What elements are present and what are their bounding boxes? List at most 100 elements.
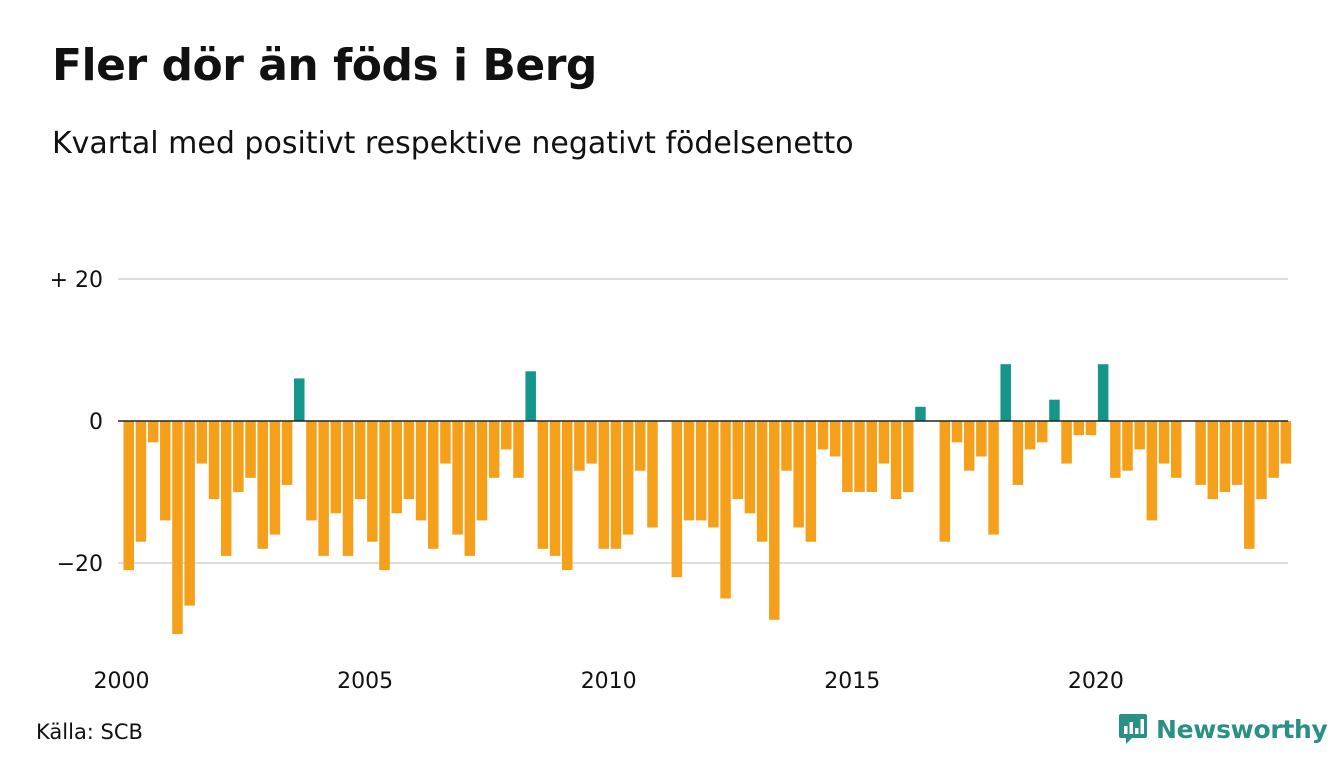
bar-negative xyxy=(440,421,451,464)
bar-negative xyxy=(135,421,147,542)
bar-negative xyxy=(622,421,634,535)
bar-negative xyxy=(318,421,329,556)
bar-negative xyxy=(951,421,963,443)
bar-negative xyxy=(1012,421,1024,485)
source-note: Källa: SCB xyxy=(36,720,143,744)
bar-negative xyxy=(160,421,171,521)
bar-negative xyxy=(671,421,683,578)
bar-negative xyxy=(829,421,841,457)
bar-negative xyxy=(635,421,646,471)
bar-negative xyxy=(488,421,500,478)
y-tick-label: 0 xyxy=(89,410,103,435)
bar-positive xyxy=(294,378,305,421)
bar-negative xyxy=(574,421,585,471)
grid-layer xyxy=(118,278,1288,564)
bar-positive xyxy=(915,406,926,421)
bar-negative xyxy=(683,421,695,521)
bar-negative xyxy=(854,421,865,492)
bar-negative xyxy=(1037,421,1048,443)
bar-negative xyxy=(233,421,244,492)
bar-negative xyxy=(549,421,561,556)
bar-negative xyxy=(379,421,390,571)
bar-negative xyxy=(695,421,707,521)
bar-negative xyxy=(732,421,743,500)
bar-negative xyxy=(903,421,914,492)
brand-name: Newsworthy xyxy=(1156,714,1328,744)
bar-negative xyxy=(342,421,354,556)
bar-negative xyxy=(257,421,268,549)
bar-negative xyxy=(890,421,902,500)
bar-negative xyxy=(208,421,220,500)
bar-negative xyxy=(501,421,512,450)
bar-negative xyxy=(330,421,342,514)
bar-negative xyxy=(817,421,829,450)
bar-negative xyxy=(513,421,524,478)
bar-negative xyxy=(452,421,463,535)
bar-negative xyxy=(1244,421,1255,549)
bar-negative xyxy=(708,421,719,528)
bar-negative xyxy=(963,421,975,471)
bar-negative xyxy=(306,421,317,521)
bar-negative xyxy=(391,421,402,514)
bar-negative xyxy=(147,421,159,443)
bar-negative xyxy=(1085,421,1097,436)
bar-negative xyxy=(744,421,756,514)
bar-negative xyxy=(1268,421,1279,478)
bar-negative xyxy=(1134,421,1145,450)
axis-layer: + 20 0 −20 2000 2005 2010 2015 2020 xyxy=(50,268,1288,694)
x-tick-label: 2020 xyxy=(1068,669,1124,694)
bar-negative xyxy=(1110,421,1121,478)
bar-negative xyxy=(184,421,195,606)
bar-negative xyxy=(172,421,183,634)
bar-negative xyxy=(464,421,476,556)
bar-negative xyxy=(415,421,427,521)
bar-negative xyxy=(878,421,890,464)
bar-negative xyxy=(281,421,293,485)
bar-negative xyxy=(245,421,256,478)
bar-negative xyxy=(866,421,877,492)
newsworthy-logo-icon xyxy=(1119,714,1147,744)
bar-negative xyxy=(428,421,439,549)
bar-negative xyxy=(1073,421,1085,436)
bar-negative xyxy=(610,421,622,549)
bar-positive xyxy=(525,371,536,421)
bar-negative xyxy=(647,421,658,528)
bar-negative xyxy=(269,421,281,535)
bar-negative xyxy=(1122,421,1133,471)
bar-negative xyxy=(367,421,378,542)
bar-negative xyxy=(1158,421,1170,464)
bar-negative xyxy=(793,421,804,528)
bar-negative xyxy=(476,421,488,521)
bar-positive xyxy=(1049,399,1060,421)
x-tick-label: 2000 xyxy=(94,669,150,694)
bar-negative xyxy=(403,421,415,500)
bar-negative xyxy=(123,421,134,571)
bar-negative xyxy=(1146,421,1158,521)
bar-negative xyxy=(1061,421,1072,464)
bar-negative xyxy=(1256,421,1267,500)
bar-negative xyxy=(842,421,853,492)
bar-negative xyxy=(1170,421,1182,478)
bar-negative xyxy=(196,421,208,464)
bar-negative xyxy=(220,421,232,556)
bar-negative xyxy=(1219,421,1231,492)
x-tick-label: 2005 xyxy=(337,669,393,694)
y-tick-label: −20 xyxy=(57,552,103,577)
chart-title: Fler dör än föds i Berg xyxy=(52,40,597,91)
bar-negative xyxy=(561,421,573,571)
bar-negative xyxy=(756,421,768,542)
y-tick-label: + 20 xyxy=(50,268,103,293)
chart-subtitle: Kvartal med positivt respektive negativt… xyxy=(52,126,854,161)
x-tick-label: 2015 xyxy=(824,669,880,694)
x-tick-label: 2010 xyxy=(581,669,637,694)
bar-layer xyxy=(123,364,1292,634)
bar-negative xyxy=(769,421,780,620)
bar-negative xyxy=(586,421,597,464)
brand-logo[interactable]: Newsworthy xyxy=(1118,712,1328,746)
bar-negative xyxy=(805,421,817,542)
bar-negative xyxy=(939,421,951,542)
bar-positive xyxy=(1000,364,1011,421)
bar-negative xyxy=(354,421,366,500)
bar-negative xyxy=(1024,421,1036,450)
bar-negative xyxy=(1231,421,1243,485)
